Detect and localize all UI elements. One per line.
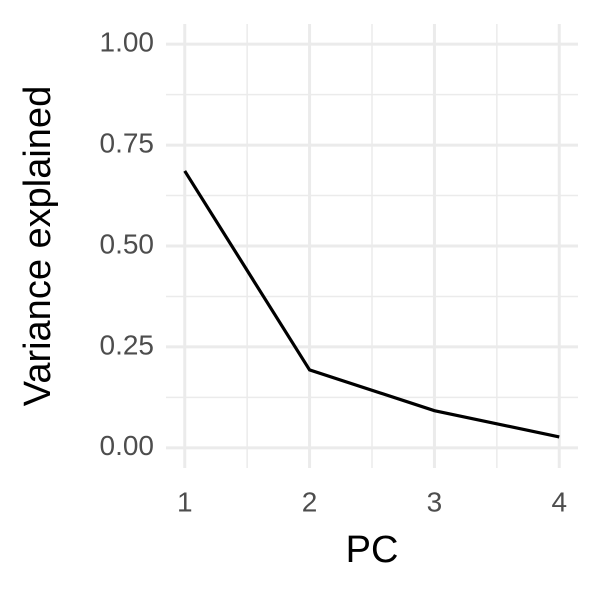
line [183, 170, 560, 439]
y-tick-label: 0.25 [100, 329, 155, 360]
y-tick-label: 0.75 [100, 127, 155, 158]
x-tick-label: 3 [427, 486, 443, 517]
y-tick-label: 0.00 [100, 430, 155, 461]
x-tick-label: 4 [551, 486, 567, 517]
x-tick-label: 2 [302, 486, 318, 517]
y-axis-title: Variance explained [17, 86, 59, 406]
x-tick-label: 1 [177, 486, 193, 517]
y-tick-label: 1.00 [100, 27, 155, 58]
y-tick-label: 0.50 [100, 228, 155, 259]
x-axis-title: PC [346, 529, 399, 571]
